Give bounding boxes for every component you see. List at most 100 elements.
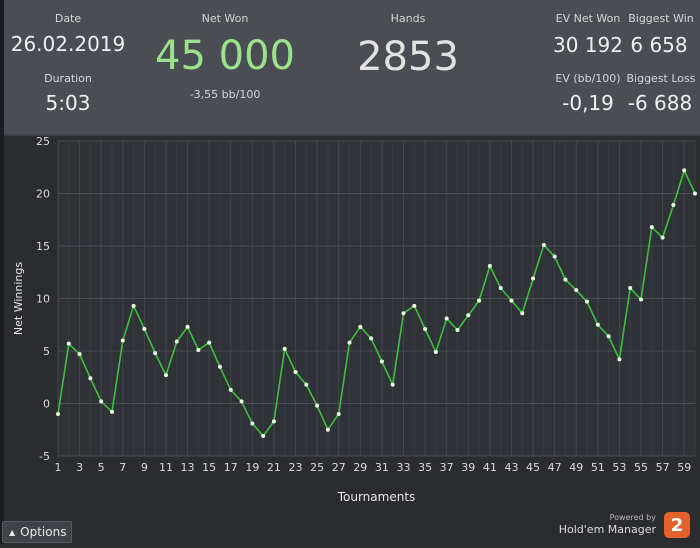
duration-value: 5:03 — [45, 91, 91, 115]
powered-by-text: Powered by — [609, 513, 656, 522]
data-point — [401, 311, 406, 316]
data-point — [466, 313, 471, 318]
data-point — [574, 288, 579, 293]
x-tick-label: 57 — [656, 461, 670, 474]
data-point — [671, 203, 676, 208]
data-point — [282, 346, 287, 351]
data-point — [325, 427, 330, 432]
hands-value: 2853 — [357, 34, 459, 80]
data-point — [639, 297, 644, 302]
data-point — [261, 434, 266, 439]
data-point — [487, 263, 492, 268]
data-point — [293, 370, 298, 374]
duration-label: Duration — [44, 72, 92, 85]
data-point — [120, 338, 125, 343]
x-tick-label: 27 — [332, 461, 346, 474]
x-tick-label: 39 — [461, 461, 475, 474]
data-point — [433, 350, 438, 355]
series-line — [57, 168, 696, 438]
data-point — [628, 286, 633, 290]
chevron-up-icon: ▲ — [9, 527, 16, 537]
data-point — [185, 324, 190, 329]
data-point — [585, 299, 590, 304]
biggest-win-label: Biggest Win — [628, 12, 694, 25]
data-point — [163, 373, 168, 378]
data-point — [347, 340, 352, 345]
data-point — [66, 341, 71, 346]
data-point — [423, 326, 428, 331]
brand-logo: Powered by Hold'em Manager 2 — [550, 511, 690, 541]
x-tick-label: 55 — [634, 461, 648, 474]
biggest-loss-value: -6 688 — [627, 91, 693, 115]
data-point — [109, 409, 114, 414]
data-point — [271, 419, 276, 424]
x-tick-label: 21 — [267, 461, 281, 474]
x-tick-label: 11 — [159, 461, 173, 474]
y-tick-label: -5 — [39, 450, 50, 463]
x-tick-label: 3 — [76, 461, 83, 474]
data-point — [509, 298, 514, 303]
x-tick-label: 19 — [245, 461, 259, 474]
data-point — [477, 298, 482, 303]
x-tick-label: 23 — [289, 461, 303, 474]
hm2-logo-icon: 2 — [664, 512, 690, 538]
y-tick-label: 5 — [43, 345, 50, 358]
x-tick-label: 35 — [418, 461, 432, 474]
x-tick-label: 43 — [504, 461, 518, 474]
data-point — [56, 412, 60, 416]
data-point — [682, 168, 687, 173]
ev-net-won-value: 30 192 — [553, 33, 623, 57]
x-tick-label: 49 — [569, 461, 583, 474]
data-point — [498, 286, 503, 290]
x-tick-label: 41 — [483, 461, 497, 474]
data-point — [174, 339, 179, 344]
y-tick-label: 25 — [36, 136, 50, 148]
y-tick-label: 0 — [43, 398, 50, 411]
x-tick-label: 15 — [202, 461, 216, 474]
x-tick-label: 29 — [353, 461, 367, 474]
net-won-bb100: -3,55 bb/100 — [189, 88, 261, 101]
data-point — [649, 225, 654, 230]
x-tick-label: 37 — [440, 461, 454, 474]
x-tick-label: 7 — [119, 461, 126, 474]
data-point — [88, 376, 93, 381]
data-point — [358, 324, 363, 329]
date-value: 26.02.2019 — [10, 32, 126, 56]
data-point — [455, 328, 460, 332]
x-tick-label: 59 — [677, 461, 691, 474]
x-tick-label: 47 — [548, 461, 562, 474]
chart-area: -5 0 5 10 15 20 25 1 3 5 7 9 11 13 15 17 19 21 23 25 27 29 31 3… — [4, 135, 700, 544]
data-point — [196, 347, 201, 352]
data-point — [131, 303, 136, 308]
data-point — [142, 326, 147, 331]
x-tick-label: 17 — [224, 461, 238, 474]
data-point — [552, 254, 557, 259]
ev-bb100-value: -0,19 — [562, 91, 614, 115]
data-point — [369, 336, 374, 341]
data-point — [217, 364, 222, 369]
net-won-value: 45 000 — [155, 33, 295, 79]
window-edge — [0, 0, 4, 544]
data-point — [595, 322, 600, 327]
data-point — [606, 334, 611, 339]
options-button[interactable]: ▲ Options — [2, 521, 72, 543]
biggest-win-value: 6 658 — [630, 33, 688, 57]
x-tick-label: 1 — [55, 461, 62, 474]
data-point — [336, 412, 341, 416]
net-won-label: Net Won — [201, 12, 249, 25]
data-point — [444, 316, 449, 321]
x-tick-label: 9 — [141, 461, 148, 474]
brand-name: Hold'em Manager — [558, 523, 656, 536]
x-axis-label: Tournaments — [337, 490, 416, 504]
x-tick-label: 45 — [526, 461, 540, 474]
data-point — [239, 399, 244, 404]
y-tick-label: 15 — [36, 240, 50, 253]
ev-net-won-label: EV Net Won — [555, 12, 621, 25]
biggest-loss-label: Biggest Loss — [626, 72, 696, 85]
data-point — [563, 277, 568, 282]
y-tick-label: 20 — [36, 188, 50, 201]
x-tick-label: 31 — [375, 461, 389, 474]
y-axis-label: Net Winnings — [12, 262, 25, 335]
data-point — [693, 191, 697, 196]
